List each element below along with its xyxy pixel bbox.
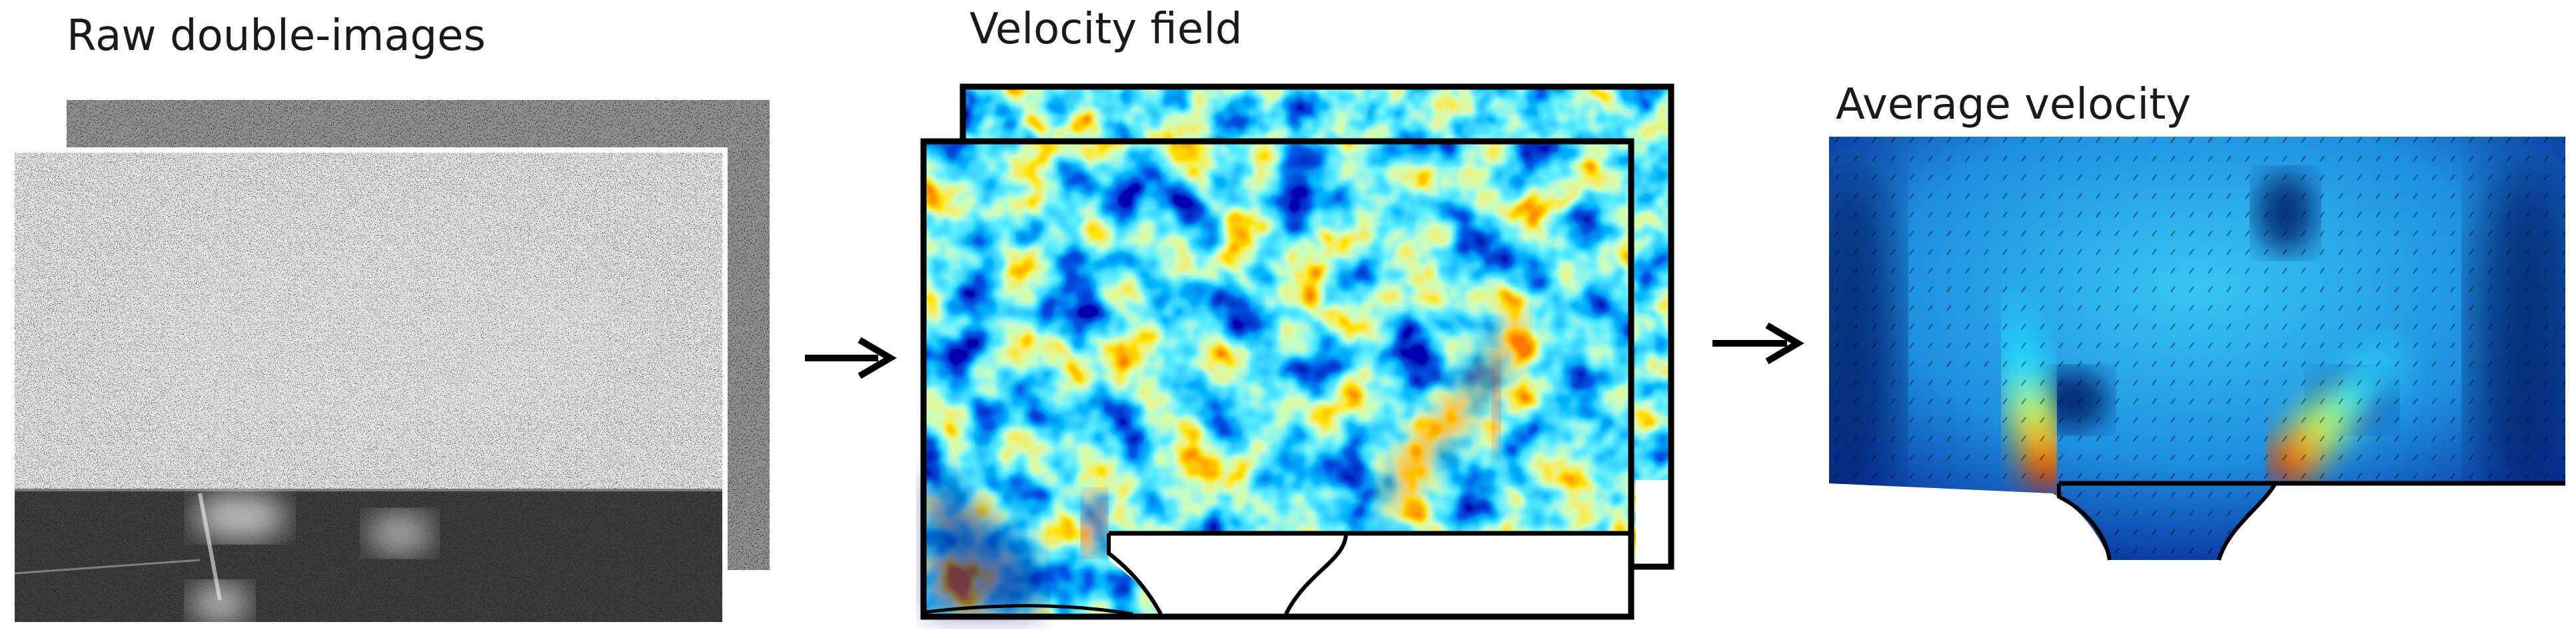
raw-double-images-label: Raw double-images — [67, 11, 486, 61]
velocity-field-label: Velocity field — [969, 5, 1243, 54]
velocity-front-frame — [920, 138, 1634, 620]
average-velocity-map — [1829, 137, 2565, 561]
average-velocity-label: Average velocity — [1836, 80, 2192, 129]
raw-front-frame — [9, 147, 728, 627]
flow-arrow-raw-to-velocity — [805, 337, 897, 379]
flow-arrow-velocity-to-average — [1712, 322, 1804, 365]
